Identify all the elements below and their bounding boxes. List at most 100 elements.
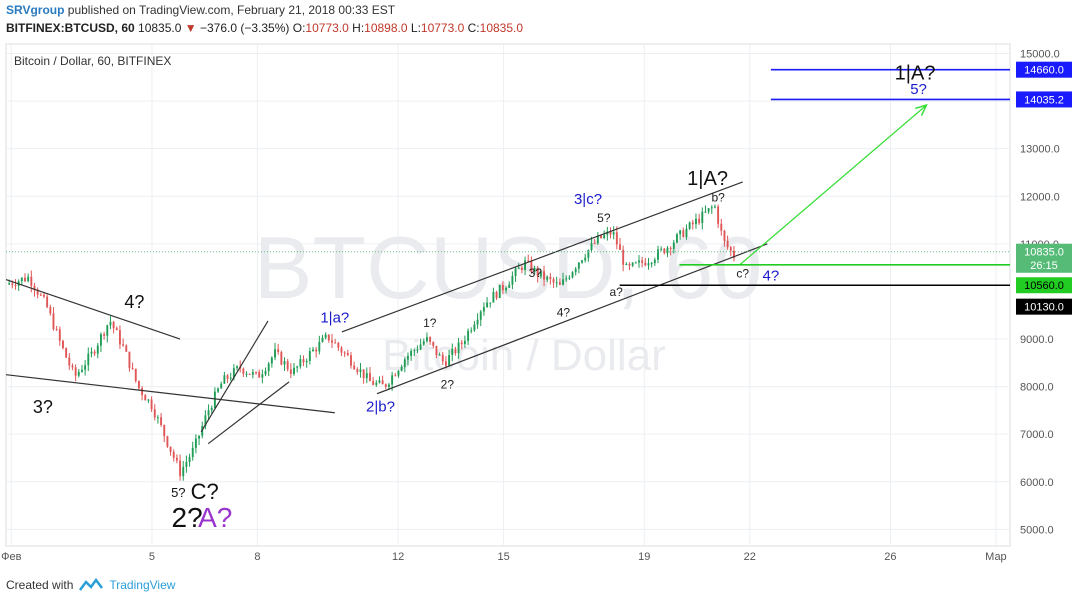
candle-body: [68, 357, 71, 366]
trend-line: [341, 181, 743, 333]
candle-body: [638, 260, 640, 263]
chart-title: Bitcoin / Dollar, 60, BITFINEX: [14, 54, 171, 68]
candle-body: [350, 355, 352, 366]
candle-body: [226, 375, 229, 379]
candle-body: [242, 368, 245, 374]
wave-label: 4?: [763, 267, 780, 284]
price-tag-label: 14035.2: [1024, 94, 1064, 106]
candle-body: [394, 375, 397, 377]
candle-body: [546, 276, 549, 280]
last-price: 10835.0: [138, 21, 182, 35]
candle-body: [175, 457, 178, 461]
author-link[interactable]: SRVgroup: [6, 3, 65, 17]
candle-body: [634, 262, 637, 264]
candle-body: [441, 354, 444, 362]
candle-body: [30, 276, 33, 286]
candle-body: [223, 375, 226, 384]
candle-body: [527, 260, 530, 262]
candle-body: [39, 294, 42, 296]
candle-body: [267, 363, 270, 372]
y-tick-label: 5000.0: [1020, 524, 1054, 536]
candle-body: [587, 250, 590, 258]
candle-body: [106, 325, 109, 336]
candle-body: [641, 260, 644, 263]
trend-line: [376, 243, 768, 395]
candle-body: [672, 242, 675, 250]
candle-body: [255, 372, 257, 374]
candle-body: [36, 290, 39, 295]
candle-body: [289, 369, 292, 374]
wave-label: 2?: [172, 502, 203, 533]
trend-line: [5, 278, 181, 340]
candle-body: [717, 206, 720, 224]
candle-body: [732, 250, 735, 258]
y-tick-label: 9000.0: [1020, 334, 1054, 346]
wave-label: c?: [736, 267, 749, 281]
ticker-symbol: BITFINEX:BTCUSD, 60: [6, 21, 135, 35]
open-value: 10773.0: [305, 21, 349, 35]
candle-body: [555, 282, 558, 284]
candle-body: [723, 230, 726, 241]
candle-body: [305, 361, 308, 363]
y-tick-label: 12000.0: [1020, 191, 1060, 203]
candle-body: [84, 365, 87, 370]
candle-body: [8, 283, 11, 285]
candle-body: [476, 319, 479, 325]
candle-body: [505, 287, 508, 291]
candle-body: [128, 351, 131, 369]
candle-body: [432, 341, 435, 346]
candle-body: [261, 374, 264, 378]
candle-body: [463, 340, 466, 345]
candle-body: [372, 381, 375, 385]
candle-body: [141, 388, 144, 396]
candle-body: [331, 340, 333, 343]
price-tag: [1016, 91, 1072, 108]
candle-body: [710, 207, 713, 209]
price-tag: [1016, 256, 1072, 273]
candle-body: [581, 260, 583, 263]
candle-body: [308, 351, 311, 362]
candle-body: [340, 347, 343, 353]
wave-label: 5?: [910, 81, 927, 98]
candle-body: [384, 384, 387, 387]
wave-label: 5?: [171, 485, 185, 500]
candle-body: [558, 282, 561, 285]
candle-body: [90, 351, 93, 354]
candle-body: [286, 361, 289, 370]
ticker-line: BITFINEX:BTCUSD, 60 10835.0 ▼ −376.0 (−3…: [6, 21, 523, 35]
candle-body: [327, 334, 330, 341]
candle-body: [517, 267, 520, 269]
candle-body: [448, 354, 451, 366]
x-tick-label: 19: [638, 551, 650, 563]
wave-label: 1|A?: [687, 168, 728, 190]
candle-body: [166, 436, 169, 447]
candle-body: [62, 340, 64, 349]
candle-body: [293, 367, 295, 374]
candle-body: [695, 218, 697, 225]
candle-body: [511, 276, 514, 285]
candle-body: [397, 370, 400, 376]
candle-body: [49, 307, 52, 314]
candle-body: [657, 249, 659, 260]
candle-body: [321, 337, 324, 342]
plot-area: [5, 43, 1011, 547]
x-tick-label: 15: [497, 551, 509, 563]
tradingview-brand-link[interactable]: TradingView: [109, 578, 176, 592]
candle-body: [520, 267, 523, 270]
candle-body: [619, 244, 621, 250]
candle-body: [24, 277, 26, 282]
candle-body: [609, 231, 612, 235]
candle-body: [444, 361, 447, 366]
candle-body: [625, 264, 628, 266]
candle-body: [435, 345, 438, 356]
candle-body: [669, 247, 672, 250]
wave-label: a?: [609, 285, 623, 299]
candle-body: [416, 349, 419, 351]
candle-body: [248, 373, 251, 375]
candle-body: [460, 342, 463, 345]
candle-body: [302, 359, 305, 363]
candle-body: [685, 228, 688, 237]
candle-body: [574, 268, 577, 273]
trend-line: [207, 381, 290, 445]
